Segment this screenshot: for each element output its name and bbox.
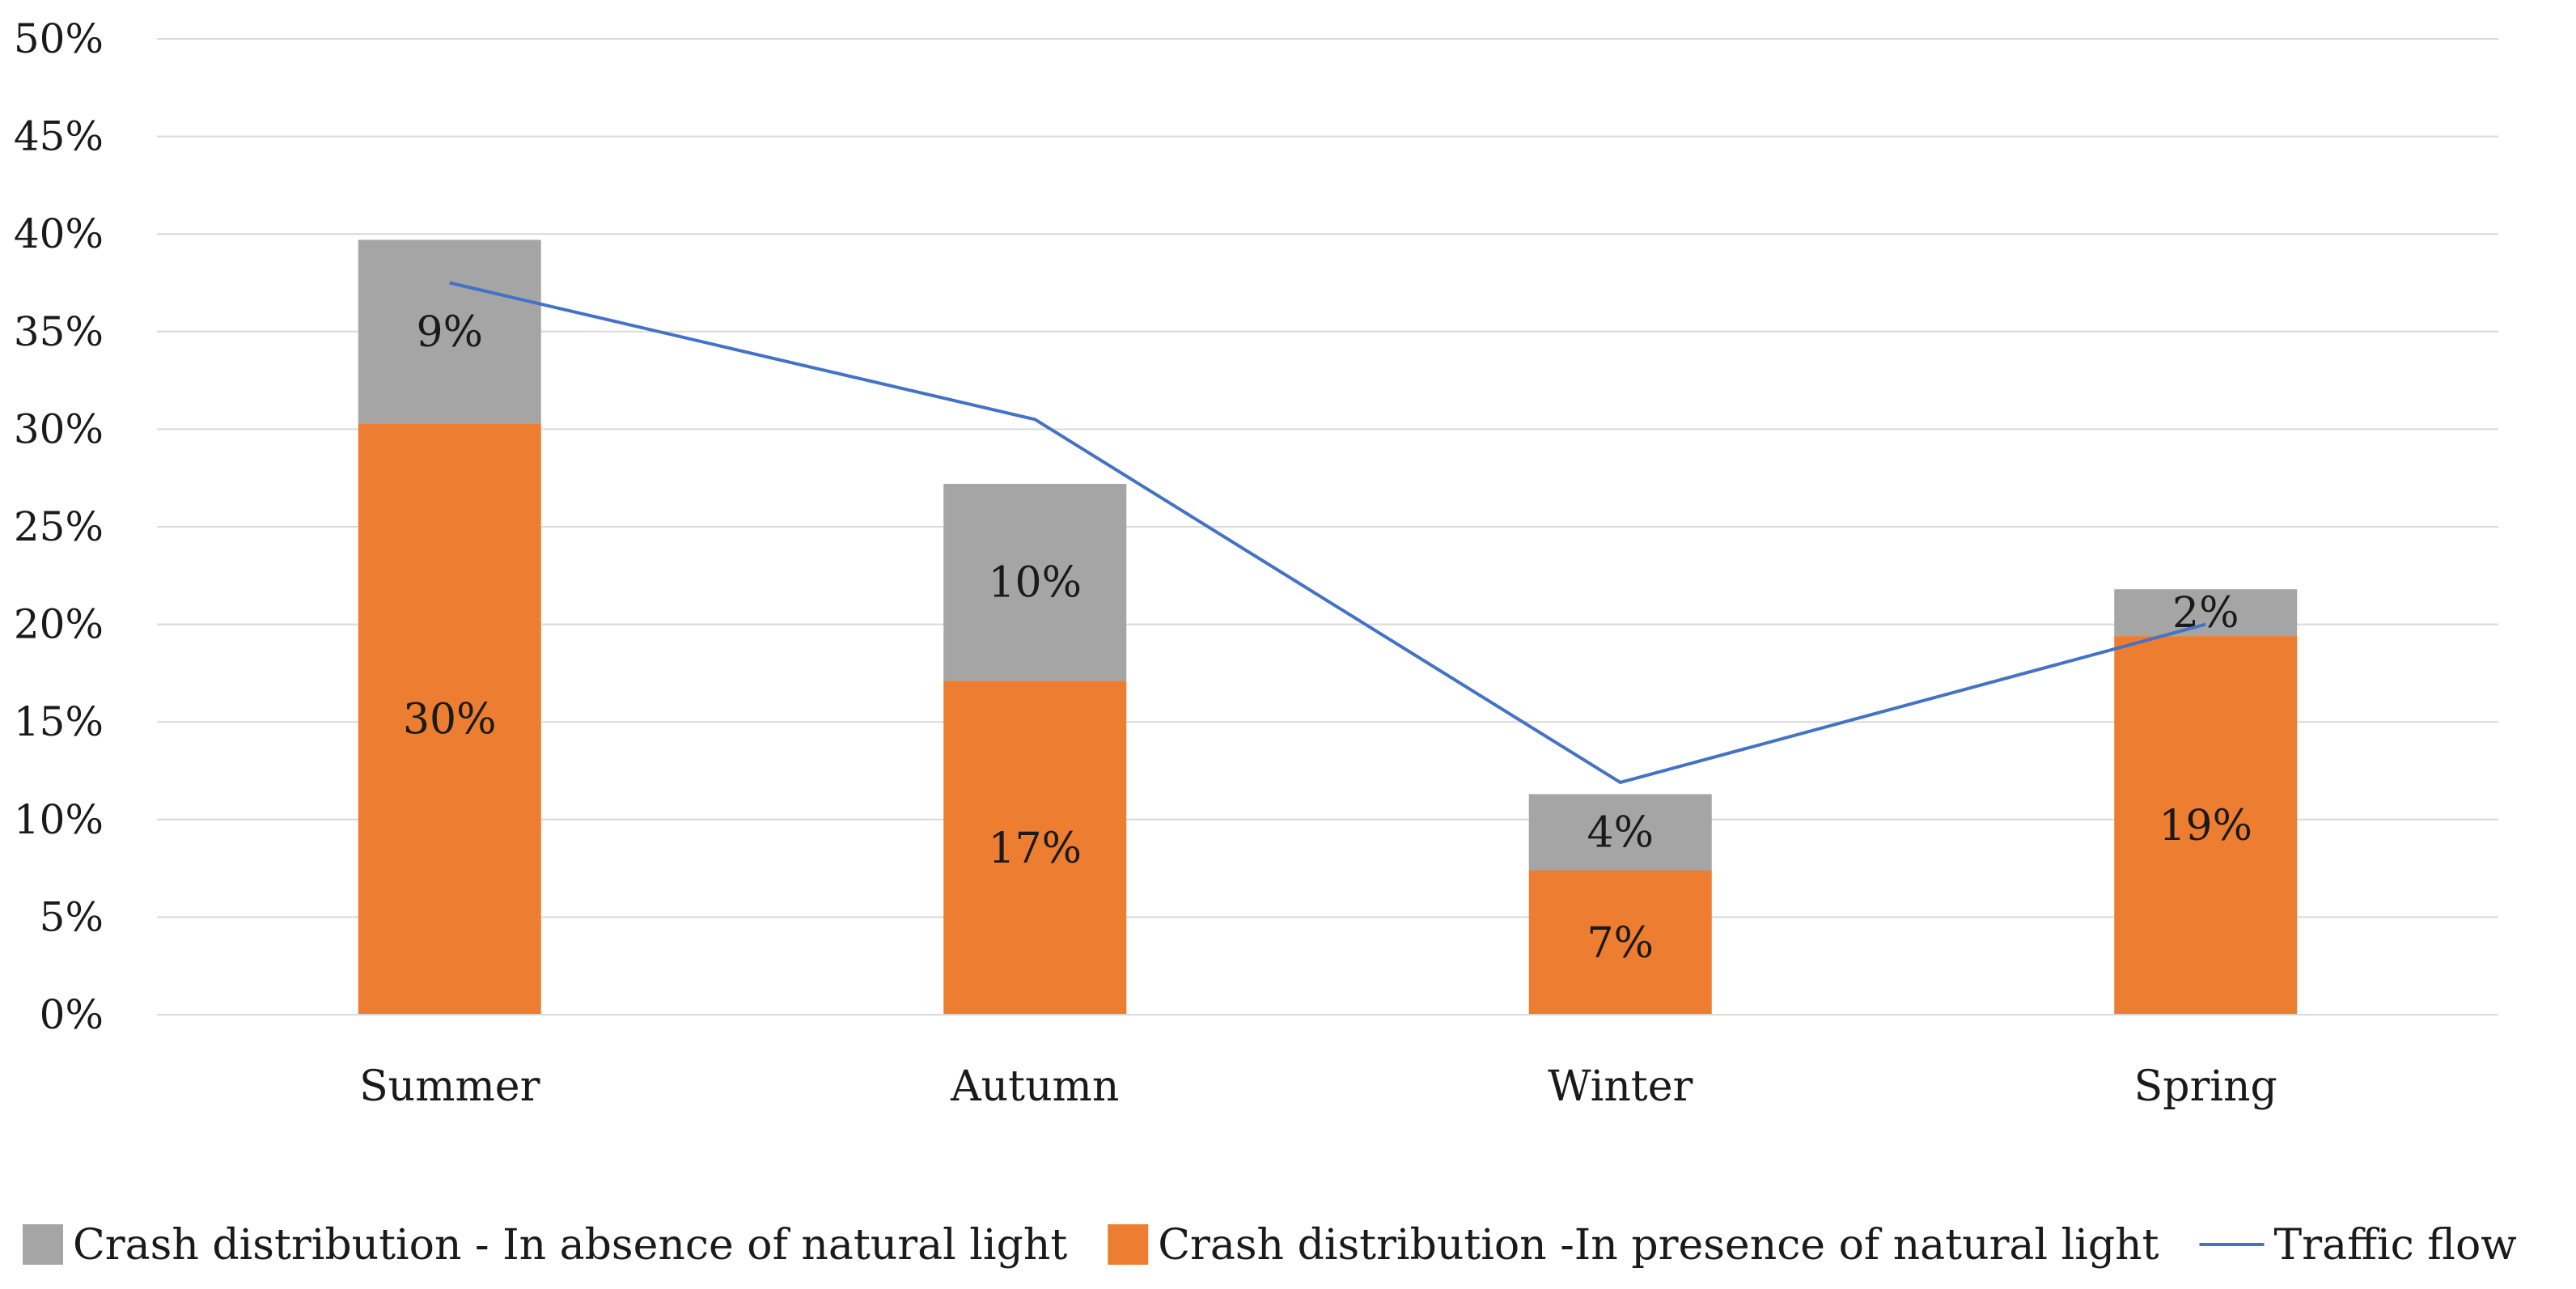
legend-swatch-dark xyxy=(23,1224,63,1265)
traffic-flow-line xyxy=(449,281,2206,784)
bar-summer-dark xyxy=(358,240,541,424)
data-label-summer-daylight: 30% xyxy=(403,696,497,744)
y-axis: 0% 5% 10% 15% 20% 25% 30% 35% 40% 45% 50% xyxy=(14,15,104,1038)
bar-spring-dark xyxy=(2114,589,2298,637)
legend: Crash distribution - In absence of natur… xyxy=(23,1221,2517,1270)
y-tick-label: 30% xyxy=(14,405,104,452)
traffic-flow-series xyxy=(449,281,2206,784)
y-tick-label: 50% xyxy=(14,15,104,62)
y-tick-label: 20% xyxy=(14,601,104,648)
y-tick-label: 35% xyxy=(14,308,104,355)
bar-data-labels: 30%9%17%10%7%4% 19%2% xyxy=(403,308,2252,968)
x-tick-label-autumn: Autumn xyxy=(950,1062,1119,1111)
x-tick-label-winter: Winter xyxy=(1548,1062,1693,1111)
x-tick-label-spring: Spring xyxy=(2134,1062,2277,1111)
legend-label-traffic-flow: Traffic flow xyxy=(2274,1221,2517,1270)
bar-summer-daylight xyxy=(358,423,541,1015)
data-label-summer-dark: 9% xyxy=(417,308,484,357)
x-axis: Summer Autumn Winter Spring xyxy=(157,1014,2498,1111)
bar-autumn-daylight xyxy=(943,681,1127,1015)
legend-label-crash-distribution-in-presence-of-natural-light: Crash distribution -In presence of natur… xyxy=(1158,1221,2159,1270)
data-label-winter-dark: 4% xyxy=(1587,808,1654,857)
y-tick-label: 25% xyxy=(14,503,104,550)
bars xyxy=(358,240,2298,1015)
data-label-autumn-daylight: 17% xyxy=(988,825,1082,873)
bar-winter-daylight xyxy=(1528,870,1712,1015)
y-tick-label: 40% xyxy=(14,210,104,257)
y-tick-label: 10% xyxy=(14,796,104,843)
y-tick-label: 5% xyxy=(40,893,104,940)
x-tick-label-summer: Summer xyxy=(359,1062,540,1111)
bar-spring-daylight xyxy=(2114,636,2298,1015)
y-tick-label: 45% xyxy=(14,113,104,160)
data-label-winter-daylight: 7% xyxy=(1587,919,1654,968)
bar-winter-dark xyxy=(1528,794,1712,871)
data-label-autumn-dark: 10% xyxy=(988,559,1082,608)
data-label-spring-daylight: 19% xyxy=(2159,802,2252,850)
legend-label-crash-distribution-in-absence-of-natural-light: Crash distribution - In absence of natur… xyxy=(73,1221,1067,1270)
legend-swatch-daylight xyxy=(1108,1224,1149,1265)
gridlines xyxy=(157,38,2498,1016)
y-tick-label: 0% xyxy=(40,991,104,1038)
bar-autumn-dark xyxy=(943,483,1127,681)
y-tick-label: 15% xyxy=(14,698,104,745)
